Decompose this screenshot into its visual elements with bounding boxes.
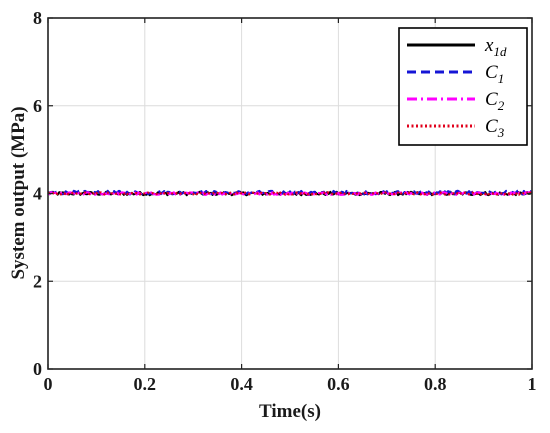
x-tick-label: 1 (528, 374, 537, 394)
series-lines (47, 189, 533, 197)
axis-ticks (47, 17, 533, 370)
x-tick-labels: 0 0.2 0.4 0.6 0.8 1 (44, 374, 537, 394)
y-tick-label: 2 (33, 271, 42, 291)
legend-label: C1 (485, 62, 504, 86)
x-tick-label: 0 (44, 374, 53, 394)
y-tick-label: 4 (33, 184, 42, 204)
x-axis-label: Time(s) (259, 401, 321, 422)
series-line (47, 191, 533, 196)
legend: x1d C1 C2 C3 (398, 27, 528, 146)
x-tick-label: 0.6 (327, 374, 350, 394)
y-tick-labels: 0 2 4 6 8 (33, 8, 42, 379)
x-tick-label: 0.8 (424, 374, 447, 394)
y-tick-label: 8 (33, 8, 42, 28)
legend-label: x1d (484, 35, 507, 59)
y-tick-label: 0 (33, 359, 42, 379)
y-tick-label: 6 (33, 96, 42, 116)
legend-label: C3 (485, 116, 505, 140)
legend-label: C2 (485, 89, 505, 113)
x-tick-label: 0.2 (134, 374, 157, 394)
x-tick-label: 0.4 (230, 374, 253, 394)
y-axis-label: System output (MPa) (8, 106, 29, 279)
